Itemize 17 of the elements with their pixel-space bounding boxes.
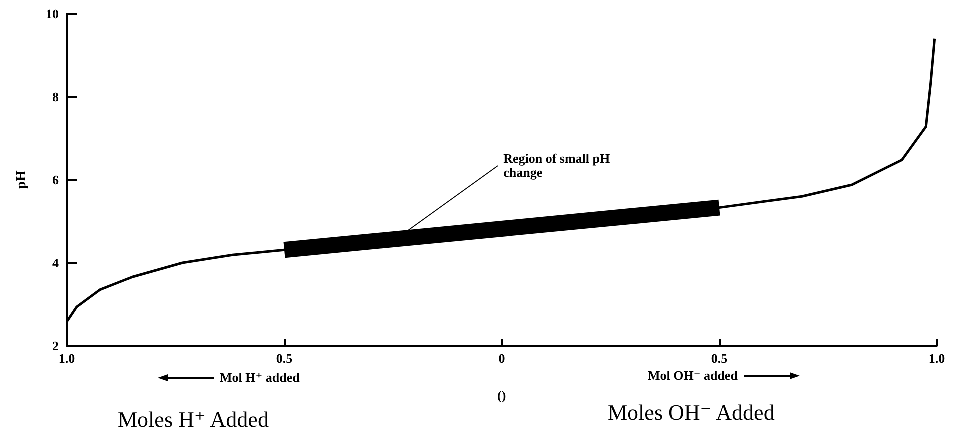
- x-tick-label: 0: [498, 351, 506, 366]
- x-tick-label: 1.0: [58, 351, 76, 366]
- y-tick-label: 6: [52, 172, 60, 188]
- x-tick-label: 0.5: [276, 351, 294, 366]
- y-tick-label: 10: [46, 6, 59, 22]
- x-tick-label: 1.0: [928, 351, 946, 366]
- x-axis-title: (): [498, 388, 506, 404]
- y-axis-title: pH: [14, 170, 30, 190]
- text: Mol OH⁻ added: [648, 368, 738, 384]
- y-tick-label: 8: [52, 90, 60, 104]
- text: Mol H⁺ added: [220, 370, 300, 386]
- text: Moles OH⁻ Added: [608, 400, 775, 426]
- x-tick-label: 0.5: [711, 351, 728, 366]
- text: Moles H⁺ Added: [118, 407, 269, 433]
- annotation: Region of small pH change: [504, 151, 612, 180]
- y-tick-label: 4: [52, 256, 60, 270]
- y-tick-label: 2: [52, 338, 59, 354]
